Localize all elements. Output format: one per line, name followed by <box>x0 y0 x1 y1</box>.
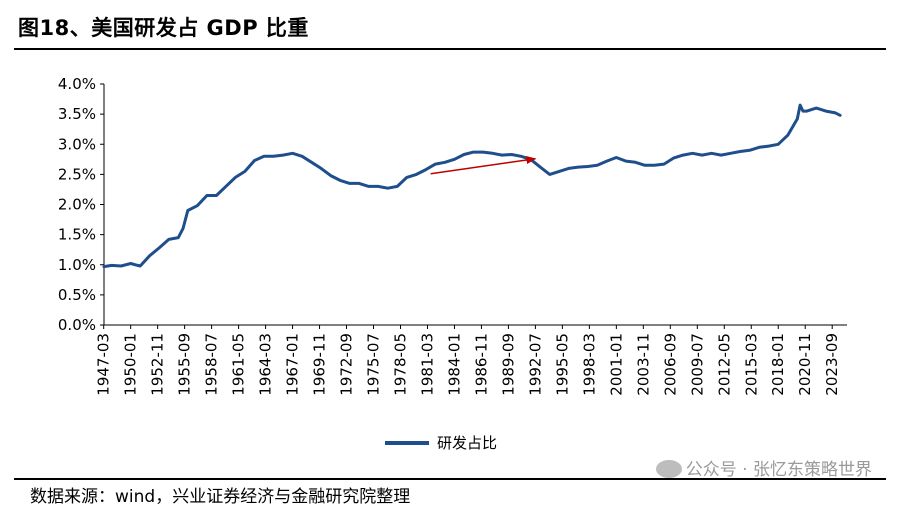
title-divider <box>14 48 886 50</box>
y-tick-label: 1.0% <box>58 256 96 274</box>
y-tick-label: 1.5% <box>58 226 96 244</box>
y-tick-label: 0.0% <box>58 316 96 334</box>
y-tick-label: 2.0% <box>58 196 96 214</box>
x-tick-label: 1969-11 <box>311 333 329 396</box>
x-tick-label: 1978-05 <box>391 333 409 396</box>
x-tick-label: 1989-09 <box>499 333 517 396</box>
watermark: 公众号 · 张忆东策略世界 <box>655 455 872 480</box>
x-tick-label: 1950-01 <box>122 333 140 396</box>
legend-label: 研发占比 <box>437 434 497 452</box>
y-tick-label: 0.5% <box>58 286 96 304</box>
x-tick-label: 1975-07 <box>365 333 383 396</box>
x-tick-label: 2001-01 <box>607 333 625 396</box>
y-tick-label: 2.5% <box>58 165 96 183</box>
y-tick-label: 3.0% <box>58 135 96 153</box>
x-tick-label: 1961-05 <box>230 333 248 396</box>
x-tick-label: 2023-09 <box>823 333 841 396</box>
x-tick-label: 1967-01 <box>284 333 302 396</box>
x-tick-label: 1984-01 <box>445 333 463 396</box>
y-tick-label: 3.5% <box>58 105 96 123</box>
x-tick-label: 1986-11 <box>472 333 490 396</box>
x-tick-label: 1952-11 <box>149 333 167 396</box>
data-source: 数据来源：wind，兴业证券经济与金融研究院整理 <box>30 487 411 507</box>
series-line <box>102 103 842 269</box>
y-tick-label: 4.0% <box>58 75 96 93</box>
x-tick-label: 1947-03 <box>95 333 113 396</box>
x-tick-label: 1981-03 <box>418 333 436 396</box>
x-tick-label: 2012-05 <box>715 333 733 396</box>
footer-divider <box>14 478 886 480</box>
x-tick-label: 1964-03 <box>257 333 275 396</box>
x-tick-label: 1972-09 <box>338 333 356 396</box>
chart-title: 图18、美国研发占 GDP 比重 <box>18 16 309 40</box>
wechat-icon <box>655 460 682 478</box>
x-tick-label: 1992-07 <box>526 333 544 396</box>
x-tick-label: 1955-09 <box>176 333 194 396</box>
x-tick-label: 2003-11 <box>634 333 652 396</box>
watermark-text: 公众号 · 张忆东策略世界 <box>685 460 872 480</box>
x-tick-label: 2018-01 <box>769 333 787 396</box>
x-tick-label: 1995-05 <box>553 333 571 396</box>
x-tick-label: 2020-11 <box>796 333 814 396</box>
x-tick-label: 1958-07 <box>203 333 221 396</box>
trend-arrow <box>430 156 537 175</box>
chart-area: 0.0% 0.5% 1.0% 1.5% 2.0% 2.5% 3.0% 3.5% 4.0% 1947… <box>58 75 847 452</box>
x-tick-label: 2006-09 <box>661 333 679 396</box>
x-tick-label: 2015-03 <box>742 333 760 396</box>
x-tick-label: 1998-03 <box>580 333 598 396</box>
x-tick-label: 2009-07 <box>688 333 706 396</box>
